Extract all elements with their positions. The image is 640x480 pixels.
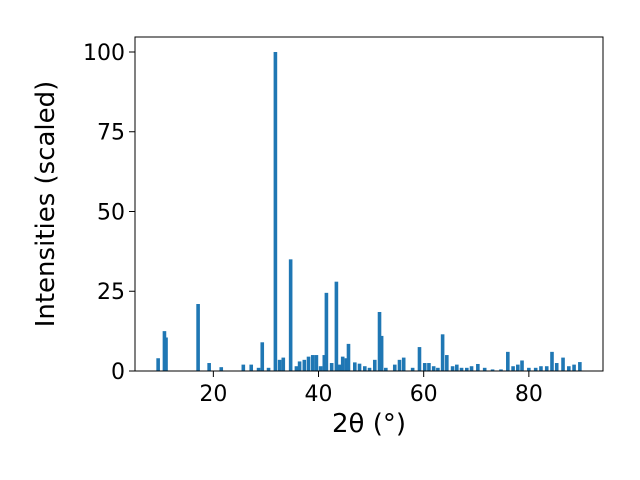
bar [440, 334, 445, 371]
bar [329, 363, 334, 371]
bar [164, 337, 168, 371]
bar [346, 343, 351, 371]
bar [273, 51, 278, 371]
bar [417, 347, 422, 371]
x-tick-label: 20 [199, 382, 227, 407]
x-tick-label: 80 [515, 382, 543, 407]
bar [578, 362, 582, 371]
bar [506, 351, 510, 371]
bar [436, 367, 440, 371]
bar [340, 356, 345, 371]
y-axis-label: Intensities (scaled) [31, 81, 61, 328]
bar [297, 361, 302, 371]
bar [511, 366, 515, 371]
bar [445, 355, 449, 371]
bar [516, 364, 520, 371]
bar [550, 351, 554, 371]
bar [377, 311, 382, 371]
bar [476, 363, 480, 371]
bar [544, 366, 549, 371]
y-tick-label: 25 [97, 280, 125, 305]
bar [344, 358, 349, 371]
bar [241, 364, 246, 371]
bar [379, 335, 384, 371]
bar [294, 366, 299, 371]
bar [318, 366, 323, 371]
bar [422, 363, 427, 371]
bar [281, 357, 286, 371]
bar [353, 362, 357, 371]
bar [367, 367, 372, 371]
bar [427, 363, 431, 371]
bar [567, 366, 571, 371]
bar [469, 366, 474, 371]
bar [256, 367, 261, 371]
bar [431, 366, 436, 371]
bar [288, 259, 293, 371]
bar [539, 366, 543, 371]
bar [482, 367, 487, 371]
x-tick-label: 60 [410, 382, 438, 407]
bar [465, 367, 469, 371]
bar [554, 363, 559, 371]
bar [357, 363, 362, 371]
bar [397, 359, 402, 371]
bar [156, 358, 160, 371]
bar [490, 369, 495, 371]
bar [561, 357, 565, 371]
x-tick-label: 40 [305, 382, 333, 407]
y-tick-label: 100 [83, 41, 125, 66]
bar [392, 364, 397, 371]
y-tick-label: 75 [97, 121, 125, 146]
bar [337, 364, 342, 371]
y-tick-label: 0 [111, 360, 125, 385]
bar [520, 360, 524, 371]
bar [372, 359, 377, 371]
bar [384, 367, 388, 371]
bar [527, 367, 531, 371]
x-axis-label: 2θ (°) [332, 409, 406, 439]
bar [401, 357, 406, 371]
bar [572, 364, 576, 371]
bar [459, 367, 464, 371]
bar [314, 355, 319, 371]
bar [533, 367, 538, 371]
bar [322, 355, 327, 371]
bar [410, 367, 415, 371]
bar [266, 367, 271, 371]
bar [260, 342, 265, 371]
bar [207, 363, 211, 371]
bar [455, 364, 459, 371]
bar [499, 369, 503, 371]
bar [334, 281, 339, 371]
bar [302, 359, 307, 371]
bar [219, 367, 224, 371]
bar [306, 356, 311, 371]
bar [362, 366, 367, 371]
plot-frame [134, 36, 604, 372]
bar [450, 366, 455, 371]
bar [277, 359, 282, 371]
bar [196, 304, 200, 371]
y-tick-label: 50 [97, 200, 125, 225]
bar [324, 292, 329, 371]
bar [249, 364, 254, 371]
bar [310, 355, 315, 371]
